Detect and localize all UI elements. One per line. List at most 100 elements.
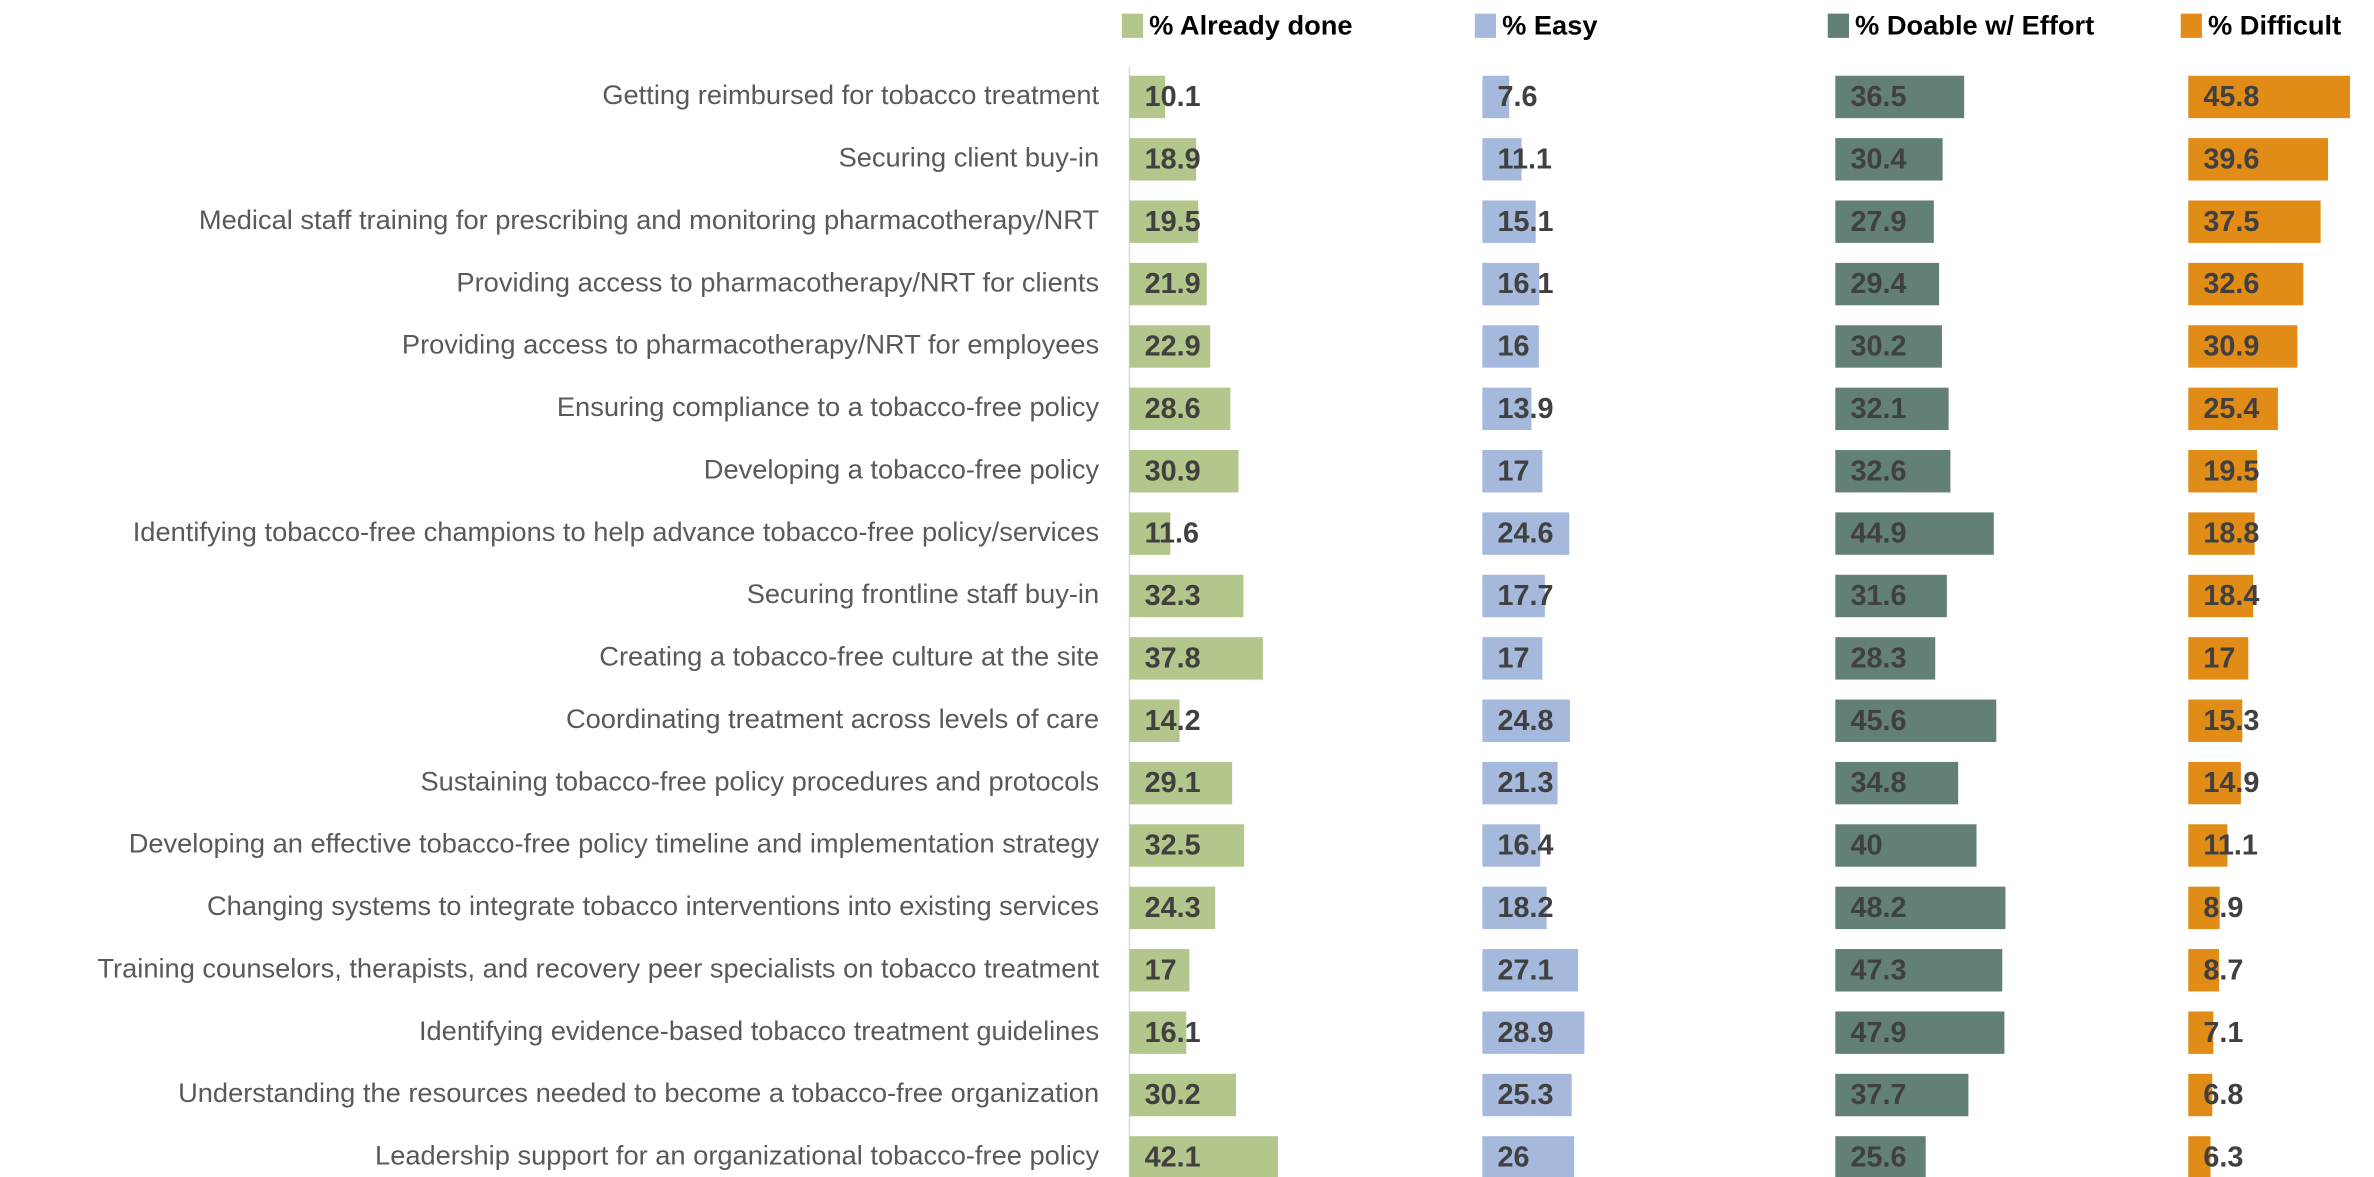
value-label: 10.1: [1145, 81, 1201, 113]
category-label: Developing a tobacco-free policy: [704, 453, 1100, 484]
value-label: 37.8: [1145, 642, 1201, 674]
bar: [1835, 574, 1947, 618]
value-label: 37.7: [1850, 1079, 1906, 1111]
bar: [1129, 761, 1233, 805]
bar: [1129, 262, 1207, 306]
bar: [2188, 949, 2219, 992]
value-label: 14.2: [1145, 705, 1201, 737]
value-label: 28.3: [1850, 642, 1906, 674]
bar: [2188, 637, 2249, 680]
value-label: 28.6: [1145, 393, 1201, 425]
value-label: 16.1: [1145, 1017, 1201, 1049]
bar: [1835, 761, 1959, 805]
bar: [2188, 886, 2220, 930]
bar: [1129, 1011, 1187, 1054]
category-label: Providing access to pharmacotherapy/NRT …: [456, 266, 1099, 297]
bar: [2188, 75, 2350, 119]
value-label: 37.5: [2203, 206, 2259, 238]
bar: [1482, 262, 1540, 306]
value-label: 11.6: [1145, 518, 1199, 550]
bar: [1835, 200, 1934, 243]
value-label: 24.8: [1498, 705, 1554, 737]
value-label: 39.6: [2203, 143, 2259, 175]
value-label: 24.6: [1498, 518, 1554, 550]
value-label: 48.2: [1850, 892, 1906, 924]
value-label: 11.1: [2203, 830, 2257, 862]
bar: [1129, 450, 1239, 493]
value-label: 21.9: [1145, 268, 1201, 300]
bar: [2188, 761, 2241, 805]
value-label: 7.1: [2203, 1017, 2243, 1049]
bar: [1835, 325, 1942, 368]
bar: [1129, 138, 1197, 181]
value-label: 17: [1498, 642, 1530, 674]
value-label: 30.9: [2203, 331, 2259, 363]
bar: [1835, 512, 1994, 555]
bar: [1129, 699, 1180, 742]
value-label: 45.6: [1850, 705, 1906, 737]
bar: [1482, 886, 1547, 930]
value-label: 26: [1498, 1142, 1530, 1174]
bar: [1482, 138, 1522, 181]
value-label: 7.6: [1498, 81, 1538, 113]
bar: [2188, 450, 2258, 493]
bar: [1482, 1136, 1575, 1177]
value-label: 13.9: [1498, 393, 1554, 425]
category-label: Identifying tobacco-free champions to he…: [133, 516, 1099, 547]
legend-swatch: [1474, 13, 1497, 38]
value-label: 19.5: [2203, 455, 2259, 487]
value-label: 18.2: [1498, 892, 1554, 924]
bar: [1835, 1073, 1969, 1117]
bar: [1482, 1011, 1585, 1054]
bar: [2188, 1011, 2214, 1054]
bar: [1129, 512, 1171, 555]
bar: [1129, 75, 1166, 119]
bar: [1129, 1136, 1279, 1177]
value-label: 16.4: [1498, 830, 1554, 862]
category-label: Creating a tobacco-free culture at the s…: [599, 641, 1099, 672]
bar: [1482, 325, 1539, 368]
category-label: Ensuring compliance to a tobacco-free po…: [557, 391, 1100, 422]
bar: [2188, 387, 2278, 431]
category-label: Training counselors, therapists, and rec…: [97, 952, 1099, 983]
bar: [1835, 1136, 1926, 1177]
value-label: 17: [1145, 954, 1177, 986]
value-label: 24.3: [1145, 892, 1201, 924]
bar: [1482, 387, 1532, 431]
bar: [1129, 949, 1190, 992]
bar: [2188, 200, 2321, 243]
value-label: 11.1: [1498, 143, 1552, 175]
value-label: 25.6: [1850, 1142, 1906, 1174]
category-label: Coordinating treatment across levels of …: [566, 703, 1099, 734]
value-label: 47.3: [1850, 954, 1906, 986]
category-label: Developing an effective tobacco-free pol…: [129, 828, 1100, 859]
category-label: Changing systems to integrate tobacco in…: [207, 890, 1099, 921]
bar: [1482, 761, 1558, 805]
value-label: 25.4: [2203, 393, 2259, 425]
value-label: 29.1: [1145, 767, 1201, 799]
value-label: 8.7: [2203, 954, 2243, 986]
legend-label: % Doable w/ Effort: [1855, 9, 2094, 40]
category-label: Sustaining tobacco-free policy procedure…: [421, 765, 1100, 796]
value-label: 15.1: [1498, 206, 1554, 238]
bar: [1835, 75, 1965, 119]
bar: [1482, 200, 1536, 243]
bar: [1129, 325, 1211, 368]
value-label: 6.3: [2203, 1142, 2243, 1174]
value-label: 42.1: [1145, 1142, 1201, 1174]
value-label: 17: [2203, 642, 2235, 674]
bar: [2188, 325, 2298, 368]
bar: [1129, 574, 1244, 618]
bar: [2188, 1073, 2213, 1117]
category-label: Leadership support for an organizational…: [375, 1140, 1099, 1171]
value-label: 16.1: [1498, 268, 1554, 300]
bar: [1129, 200, 1199, 243]
bar: [1482, 512, 1570, 555]
value-label: 47.9: [1850, 1017, 1906, 1049]
value-label: 6.8: [2203, 1079, 2243, 1111]
value-label: 18.9: [1145, 143, 1201, 175]
value-label: 16: [1498, 331, 1530, 363]
bar: [1835, 699, 1997, 742]
legend-label: % Already done: [1149, 9, 1352, 40]
legend-swatch: [1827, 13, 1849, 38]
